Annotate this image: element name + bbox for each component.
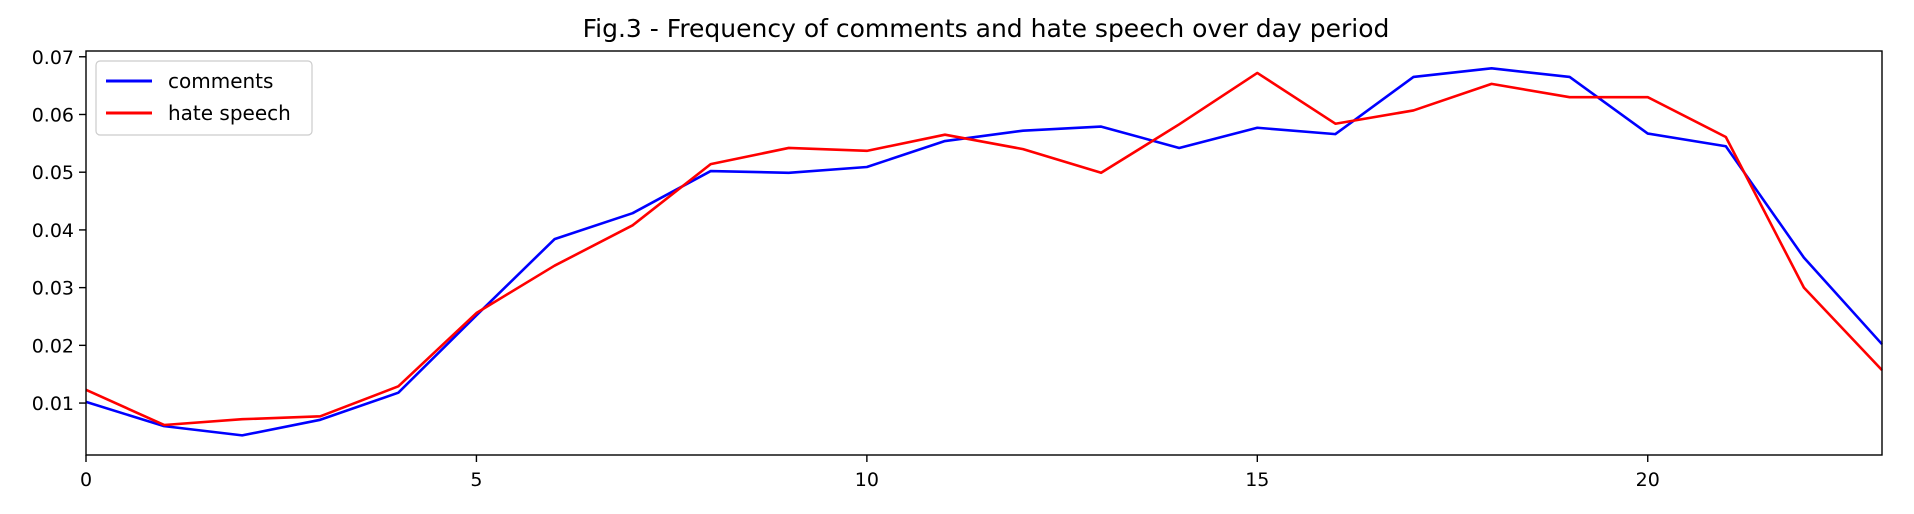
chart-title: Fig.3 - Frequency of comments and hate s… bbox=[583, 14, 1390, 43]
y-tick-label: 0.07 bbox=[32, 47, 74, 69]
plot-frame bbox=[85, 50, 1883, 456]
series-line-comments bbox=[85, 67, 1883, 437]
y-tick-label: 0.02 bbox=[32, 335, 74, 357]
y-tick-label: 0.03 bbox=[32, 278, 74, 300]
x-tick-label: 10 bbox=[855, 469, 879, 491]
plot-area bbox=[85, 67, 1883, 437]
legend: comments hate speech bbox=[95, 60, 313, 136]
x-tick-label: 5 bbox=[470, 469, 482, 491]
legend-label-comments: comments bbox=[168, 69, 273, 93]
x-tick-label: 15 bbox=[1245, 469, 1269, 491]
series-line-hate-speech bbox=[85, 71, 1883, 427]
y-tick-label: 0.05 bbox=[32, 162, 74, 184]
legend-label-hate-speech: hate speech bbox=[168, 101, 291, 125]
y-tick-label: 0.04 bbox=[32, 220, 74, 242]
x-tick-label: 20 bbox=[1636, 469, 1660, 491]
x-tick-label: 0 bbox=[80, 469, 92, 491]
y-tick-label: 0.06 bbox=[32, 104, 74, 126]
y-tick-label: 0.01 bbox=[32, 393, 74, 415]
